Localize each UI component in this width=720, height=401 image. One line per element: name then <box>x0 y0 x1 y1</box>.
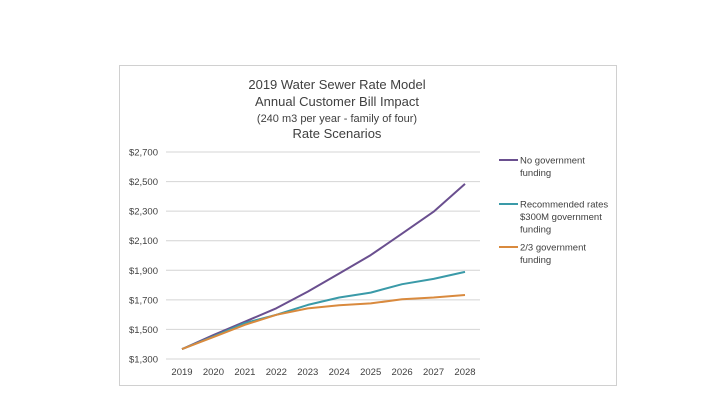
legend-label: $300M government <box>520 212 602 223</box>
x-tick-label: 2027 <box>423 367 444 378</box>
series-lines <box>181 183 466 351</box>
legend-item: Recommended rates$300M government funding <box>499 200 608 236</box>
y-tick-label: $2,500 <box>129 177 158 188</box>
legend-label: 2/3 government <box>520 243 586 254</box>
gridlines <box>166 151 480 360</box>
y-tick-label: $2,700 <box>129 148 158 159</box>
x-tick-label: 2019 <box>171 367 192 378</box>
x-axis-ticks: 2019 2020 2021 2022 2023 2024 2025 2026 2027 2028 <box>171 367 475 378</box>
x-tick-label: 2020 <box>203 367 224 378</box>
x-tick-label: 2026 <box>392 367 413 378</box>
y-tick-label: $1,500 <box>129 325 158 336</box>
x-tick-label: 2028 <box>454 367 475 378</box>
x-tick-label: 2023 <box>297 367 318 378</box>
x-tick-label: 2022 <box>266 367 287 378</box>
legend-label: funding <box>520 255 551 266</box>
series-line-2 <box>181 270 466 351</box>
y-tick-label: $1,700 <box>129 295 158 306</box>
legend-label: funding <box>520 225 551 236</box>
legend-label: No government <box>520 156 585 167</box>
y-tick-label: $1,300 <box>129 355 158 366</box>
legend-label: funding <box>520 168 551 179</box>
series-line-1 <box>181 183 466 351</box>
x-tick-label: 2025 <box>360 367 381 378</box>
y-tick-label: $2,300 <box>129 207 158 218</box>
x-tick-label: 2024 <box>329 367 350 378</box>
x-tick-label: 2021 <box>234 367 255 378</box>
y-axis-ticks: $1,300 $1,500 $1,700 $1,900 $2,100 $2,300 $2,5… <box>129 148 158 366</box>
chart-title: 2019 Water Sewer Rate Model Annual Custom… <box>248 77 425 141</box>
legend-label: Recommended rates <box>520 200 608 211</box>
chart-title-line: (240 m3 per year - family of four) <box>257 113 417 125</box>
y-tick-label: $1,900 <box>129 266 158 277</box>
series-line-3 <box>181 294 466 351</box>
chart-title-line: Annual Customer Bill Impact <box>255 94 419 109</box>
chart-title-line: 2019 Water Sewer Rate Model <box>248 77 425 92</box>
chart-title-line: Rate Scenarios <box>293 126 382 141</box>
y-tick-label: $2,100 <box>129 236 158 247</box>
chart-border <box>119 65 617 386</box>
